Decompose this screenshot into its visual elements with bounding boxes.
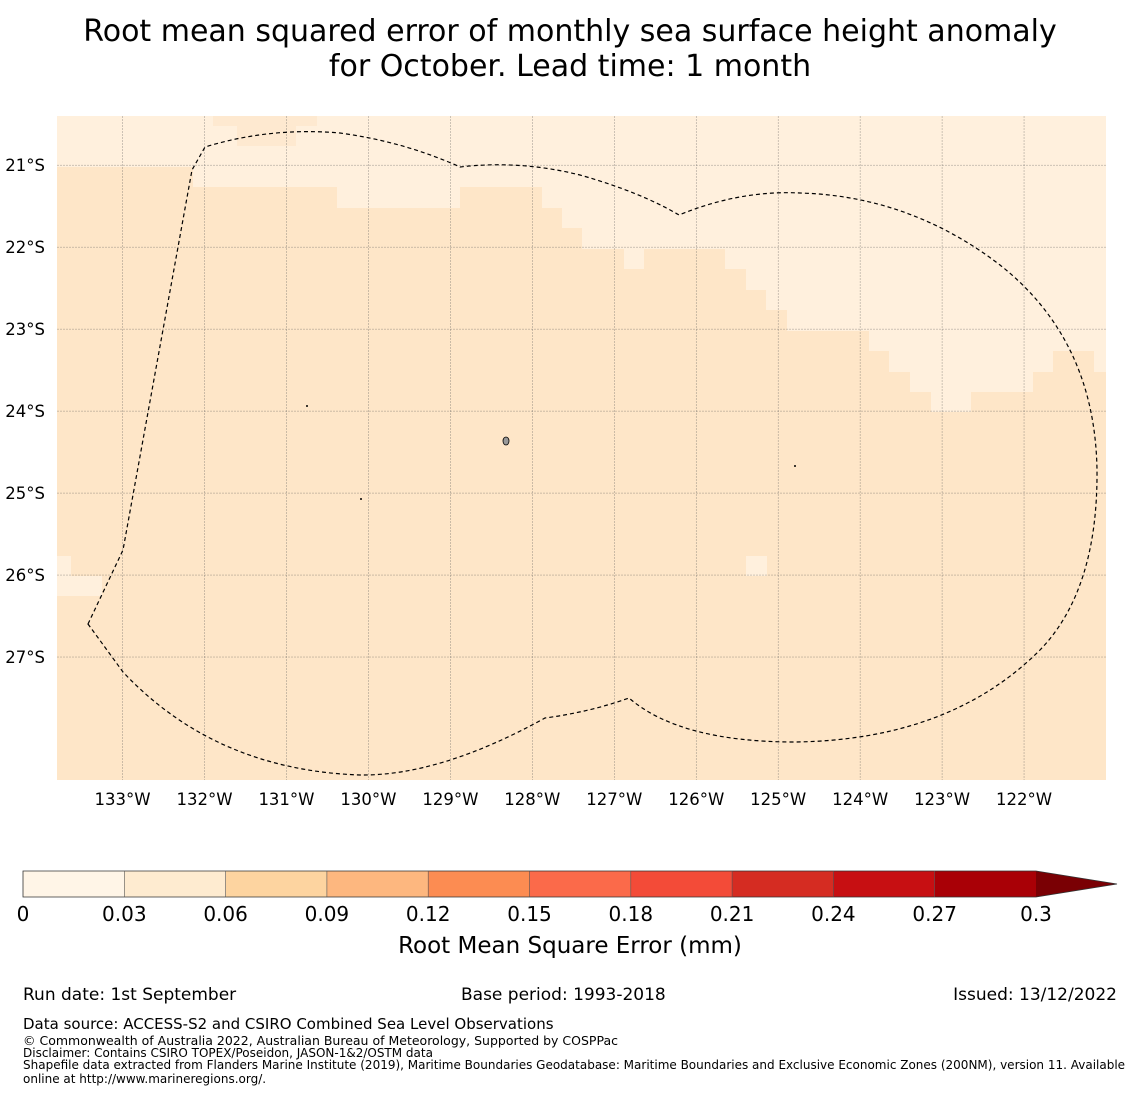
colorbar-outline	[22, 870, 1118, 898]
colorbar-tick-label: 0.06	[203, 902, 248, 926]
longitude-tick-label: 129°W	[422, 790, 478, 809]
colorbar-tick-label: 0.24	[811, 902, 856, 926]
title-line-2: for October. Lead time: 1 month	[328, 49, 812, 84]
west-low-error-strip	[57, 576, 102, 596]
longitude-tick-label: 123°W	[914, 790, 970, 809]
issued-date: Issued: 13/12/2022	[953, 985, 1117, 1005]
longitude-tick-label: 125°W	[750, 790, 806, 809]
colorbar-label: Root Mean Square Error (mm)	[398, 933, 742, 959]
colorbar-tick-label: 0.09	[305, 902, 350, 926]
latitude-labels: 21°S 22°S 23°S 24°S 25°S 26°S 27°S	[5, 156, 45, 667]
title-line-1: Root mean squared error of monthly sea s…	[83, 14, 1057, 49]
colorbar-bin	[428, 871, 530, 897]
longitude-tick-label: 130°W	[340, 790, 396, 809]
colorbar-bin	[326, 871, 429, 897]
colorbar-bin	[630, 871, 733, 897]
data-source: Data source: ACCESS-S2 and CSIRO Combine…	[23, 1015, 554, 1033]
colorbar	[22, 870, 1118, 898]
low-error-region	[57, 116, 1106, 596]
colorbar-bin	[124, 871, 227, 897]
longitude-tick-label: 126°W	[668, 790, 724, 809]
longitude-tick-label: 127°W	[586, 790, 642, 809]
longitude-tick-label: 133°W	[95, 790, 151, 809]
island-pitcairn	[502, 436, 510, 446]
longitude-tick-label: 124°W	[832, 790, 888, 809]
eez-boundary	[87, 131, 1098, 776]
longitude-tick-label: 131°W	[258, 790, 314, 809]
islands	[306, 405, 796, 500]
run-date: Run date: 1st September	[23, 985, 237, 1005]
colorbar-bin	[934, 871, 1037, 897]
island-ducie	[794, 465, 796, 467]
latitude-tick-label: 21°S	[5, 156, 45, 175]
island-henderson	[306, 405, 308, 407]
west-low-error-patch	[57, 556, 71, 576]
copyright: © Commonwealth of Australia 2022, Austra…	[23, 1033, 618, 1048]
colorbar-tick-label: 0.27	[912, 902, 957, 926]
colorbar-tick-label: 0.18	[609, 902, 654, 926]
base-period: Base period: 1993-2018	[461, 985, 666, 1005]
colorbar-tick-label: 0.03	[102, 902, 147, 926]
north-low-error-band	[57, 116, 1106, 412]
latitude-tick-label: 26°S	[5, 566, 45, 585]
central-low-error-patch	[746, 556, 767, 576]
latitude-tick-label: 23°S	[5, 320, 45, 339]
colorbar-tick-label: 0.15	[507, 902, 552, 926]
colorbar-ticks: 0 0.03 0.06 0.09 0.12 0.15 0.18 0.21 0.24 0.27 0.3	[17, 902, 1052, 926]
north-patch-b	[237, 126, 296, 146]
latitude-tick-label: 24°S	[5, 402, 45, 421]
longitude-labels: 133°W 132°W 131°W 130°W 129°W 128°W 127°W 126°W…	[95, 790, 1053, 809]
colorbar-extend-arrow	[1036, 871, 1117, 897]
colorbar-bin	[225, 871, 328, 897]
colorbar-bin	[23, 871, 125, 897]
longitude-tick-label: 128°W	[504, 790, 560, 809]
colorbar-tick-label: 0.12	[406, 902, 451, 926]
colorbar-tick-label: 0.21	[710, 902, 755, 926]
gridlines	[57, 116, 1106, 780]
longitude-tick-label: 122°W	[996, 790, 1052, 809]
map-title: Root mean squared error of monthly sea s…	[0, 14, 1140, 84]
disclaimer: Disclaimer: Contains CSIRO TOPEX/Poseido…	[23, 1046, 433, 1060]
longitude-tick-label: 132°W	[176, 790, 232, 809]
colorbar-bin	[732, 871, 834, 897]
colorbar-tick-label: 0.3	[1020, 902, 1052, 926]
colorbar-tick-label: 0	[17, 902, 30, 926]
latitude-tick-label: 22°S	[5, 238, 45, 257]
latitude-tick-label: 27°S	[5, 648, 45, 667]
colorbar-bin	[529, 871, 632, 897]
colorbar-bin	[833, 871, 936, 897]
map-panel	[57, 116, 1106, 780]
shapefile-credit: Shapefile data extracted from Flanders M…	[23, 1058, 1126, 1086]
slightly-lower-error-patches	[213, 116, 317, 146]
north-patch-a	[213, 116, 317, 126]
island-oeno	[360, 498, 362, 500]
latitude-tick-label: 25°S	[5, 484, 45, 503]
